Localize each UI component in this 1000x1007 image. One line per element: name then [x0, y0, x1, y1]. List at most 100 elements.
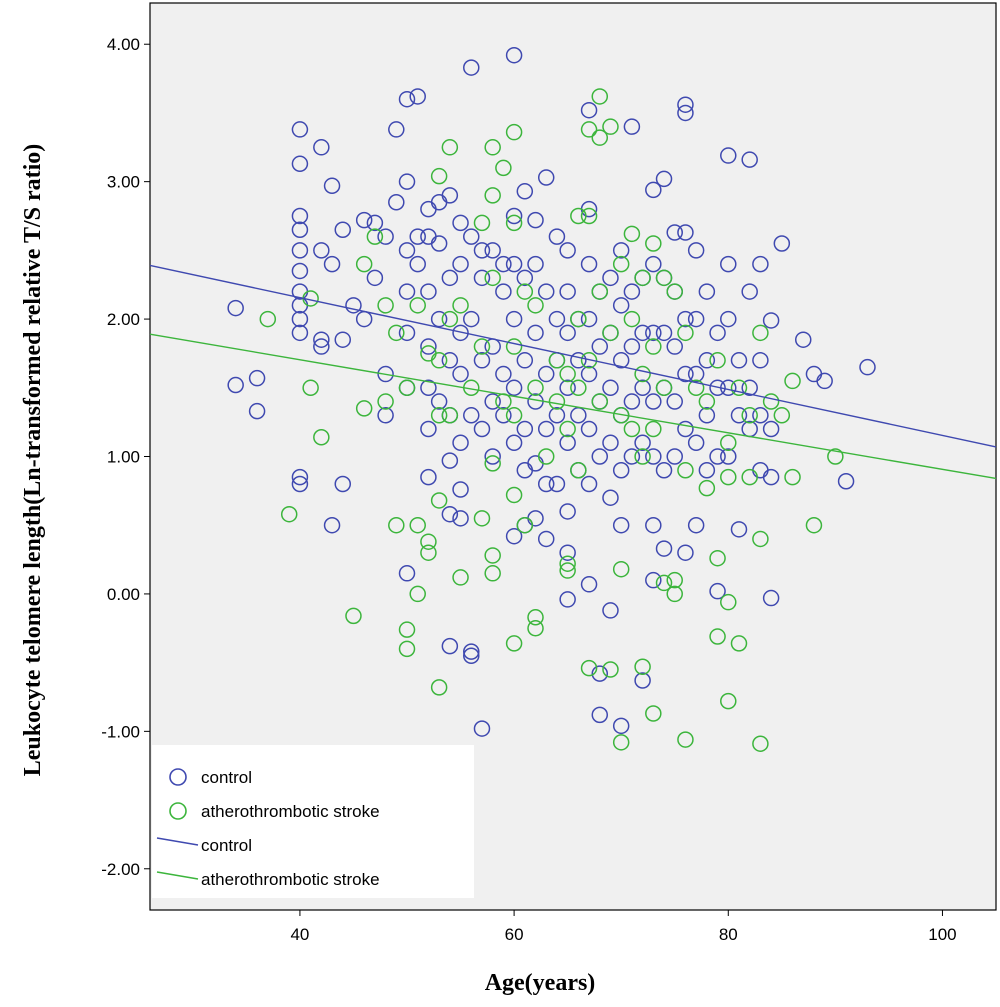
control-point [452, 510, 469, 527]
stroke-point [355, 255, 373, 273]
stroke-point [805, 516, 823, 534]
stroke-point [409, 585, 426, 603]
control-point [473, 420, 491, 438]
control-point [559, 242, 576, 259]
control-point [516, 269, 534, 287]
control-point [420, 468, 437, 486]
control-fit-line [149, 264, 997, 448]
control-point [537, 283, 555, 300]
control-point [313, 338, 330, 355]
control-point [580, 101, 598, 119]
stroke-point [698, 479, 716, 497]
control-point [516, 420, 534, 438]
stroke-point [505, 486, 523, 504]
control-point [645, 255, 662, 273]
control-point [388, 121, 405, 138]
stroke-point [559, 555, 576, 572]
stroke-point [709, 549, 726, 567]
control-point [677, 224, 694, 241]
control-point [537, 365, 555, 383]
control-point [655, 461, 673, 479]
control-point [463, 407, 480, 424]
stroke-point [430, 167, 448, 185]
control-point [655, 170, 673, 188]
stroke-point [473, 338, 491, 355]
stroke-point [730, 635, 748, 652]
control-point [666, 448, 683, 465]
stroke-point [420, 533, 437, 550]
control-point [420, 420, 437, 438]
control-point [516, 183, 534, 200]
stroke-point [645, 705, 662, 722]
stroke-point [591, 283, 609, 300]
control-point [580, 475, 598, 493]
stroke-point [473, 510, 491, 527]
stroke-point [720, 468, 737, 486]
control-point [463, 228, 480, 245]
y-axis-title: Leukocyte telomere length(Ln-transformed… [20, 144, 46, 777]
control-point [677, 544, 694, 561]
control-point [227, 299, 244, 317]
control-point [505, 207, 523, 225]
stroke-point [398, 621, 416, 638]
legend-control-line-label: control [201, 836, 252, 855]
control-point [291, 475, 309, 493]
legend-stroke-marker-label: atherothrombotic stroke [201, 802, 380, 821]
legend-control-marker-label: control [201, 768, 252, 787]
control-point [537, 475, 555, 493]
legend-stroke-line-label: atherothrombotic stroke [201, 870, 380, 889]
control-point [334, 331, 352, 348]
control-point [398, 283, 416, 300]
control-point [441, 637, 459, 655]
control-point [548, 475, 566, 493]
control-point [527, 211, 544, 229]
stroke-point [655, 574, 673, 592]
control-point [323, 177, 341, 195]
control-point [762, 468, 780, 486]
control-point [377, 407, 394, 424]
control-point [570, 352, 587, 369]
stroke-point [666, 585, 683, 603]
stroke-point [580, 352, 598, 369]
y-tick-label: 2.00 [107, 310, 140, 329]
control-point [666, 338, 683, 355]
y-tick-label: 0.00 [107, 585, 140, 604]
control-point [602, 434, 619, 452]
control-point [398, 173, 416, 190]
control-point [762, 589, 780, 607]
control-point [559, 283, 576, 300]
control-point [612, 461, 630, 479]
control-point [720, 255, 737, 273]
control-point [377, 228, 394, 245]
control-point [291, 468, 309, 486]
stroke-point [827, 448, 844, 465]
control-point [666, 224, 683, 241]
control-point [666, 393, 683, 410]
stroke-point [505, 214, 523, 232]
stroke-point [527, 297, 544, 314]
stroke-point [784, 372, 801, 390]
control-point [580, 365, 598, 383]
stroke-point [430, 492, 448, 509]
x-tick-label: 40 [290, 925, 309, 944]
stroke-point [388, 516, 405, 534]
control-point [559, 434, 576, 452]
x-axis: 40 60 80 100 [290, 910, 957, 944]
control-point [495, 255, 512, 273]
control-point [741, 283, 758, 300]
control-point [612, 242, 630, 259]
control-point [645, 516, 662, 534]
control-point [355, 211, 373, 229]
control-point [602, 269, 619, 287]
control-point [677, 96, 694, 113]
stroke-point [612, 734, 630, 751]
stroke-point [591, 129, 609, 146]
control-point [634, 672, 651, 689]
stroke-point [634, 269, 651, 287]
stroke-point [709, 352, 726, 369]
control-point [709, 379, 726, 397]
control-point [709, 448, 726, 465]
stroke-point [752, 324, 769, 342]
stroke-point [313, 429, 330, 446]
stroke-point [377, 393, 394, 410]
